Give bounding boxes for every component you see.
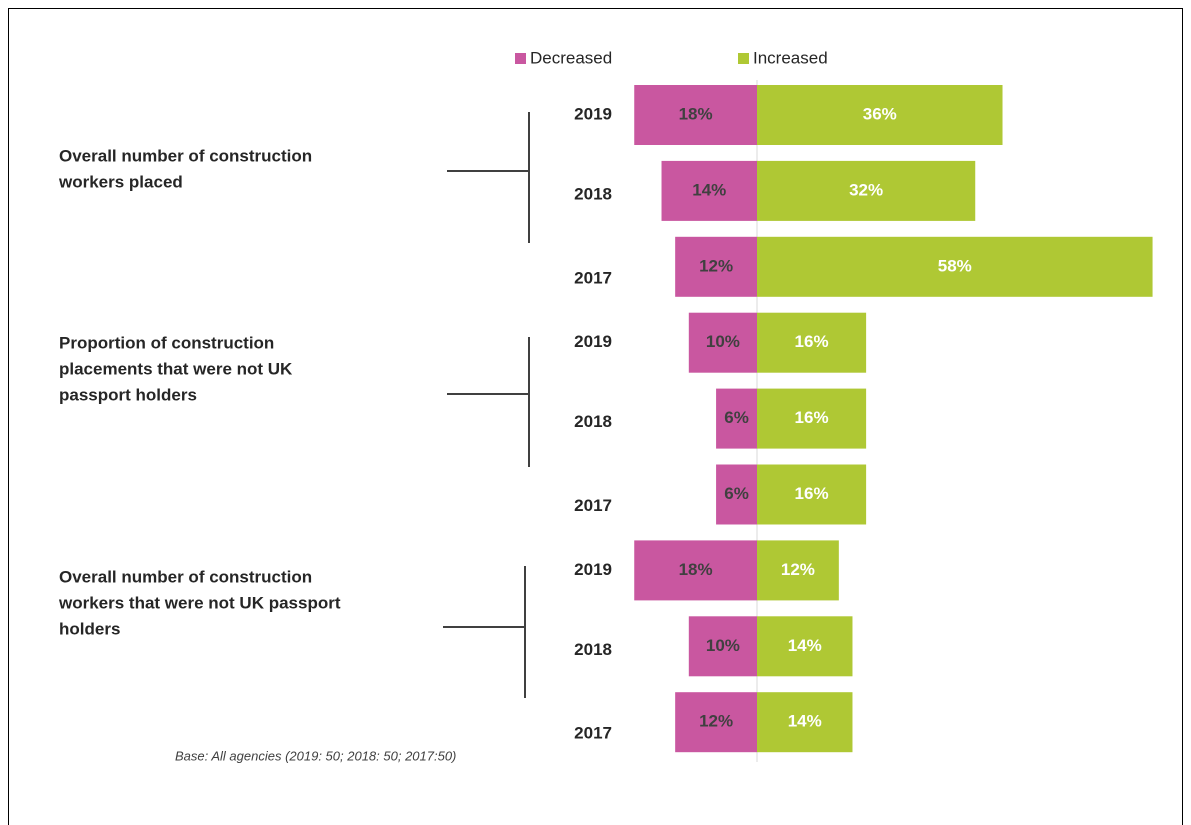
value-label: 14% — [788, 712, 822, 731]
value-label: 18% — [679, 560, 713, 579]
year-label: 2017 — [574, 496, 612, 515]
year-label: 2019 — [574, 104, 612, 123]
year-label: 2018 — [574, 184, 612, 203]
group-label: Overall number of construction — [59, 567, 312, 586]
year-label: 2017 — [574, 724, 612, 743]
bar — [716, 464, 757, 525]
group-label: holders — [59, 619, 120, 638]
legend-label: Increased — [753, 48, 828, 67]
value-label: 10% — [706, 636, 740, 655]
bar — [757, 236, 1153, 297]
bar — [757, 616, 853, 677]
group-label: placements that were not UK — [59, 359, 293, 378]
bar — [757, 312, 867, 373]
bar — [757, 388, 867, 449]
bar — [661, 160, 757, 221]
bar — [757, 540, 839, 601]
bar — [634, 85, 757, 145]
value-label: 10% — [706, 332, 740, 351]
value-label: 6% — [724, 408, 749, 427]
legend-label: Decreased — [530, 48, 612, 67]
frame — [8, 8, 1183, 825]
bar — [757, 692, 853, 753]
value-label: 14% — [788, 636, 822, 655]
value-label: 12% — [781, 560, 815, 579]
bar — [688, 312, 757, 373]
value-label: 18% — [679, 104, 713, 123]
bar — [716, 388, 757, 449]
bar — [757, 160, 976, 221]
bar — [757, 464, 867, 525]
legend-swatch — [738, 53, 749, 64]
bar — [757, 85, 1003, 145]
value-label: 16% — [795, 484, 829, 503]
group-label: workers placed — [58, 172, 183, 191]
year-label: 2018 — [574, 412, 612, 431]
value-label: 16% — [795, 332, 829, 351]
footnote: Base: All agencies (2019: 50; 2018: 50; … — [175, 748, 456, 763]
value-label: 12% — [699, 256, 733, 275]
year-label: 2019 — [574, 332, 612, 351]
value-label: 14% — [692, 180, 726, 199]
group-label: passport holders — [59, 385, 197, 404]
value-label: 32% — [849, 180, 883, 199]
value-label: 16% — [795, 408, 829, 427]
bar — [688, 616, 757, 677]
group-label: workers that were not UK passport — [58, 593, 341, 612]
value-label: 58% — [938, 256, 972, 275]
group-label: Overall number of construction — [59, 146, 312, 165]
year-label: 2019 — [574, 560, 612, 579]
year-label: 2017 — [574, 268, 612, 287]
group-label: Proportion of construction — [59, 333, 274, 352]
year-label: 2018 — [574, 640, 612, 659]
legend-swatch — [515, 53, 526, 64]
bar — [675, 692, 757, 753]
value-label: 12% — [699, 712, 733, 731]
value-label: 36% — [863, 104, 897, 123]
bar — [675, 236, 757, 297]
bar — [634, 540, 757, 601]
value-label: 6% — [724, 484, 749, 503]
